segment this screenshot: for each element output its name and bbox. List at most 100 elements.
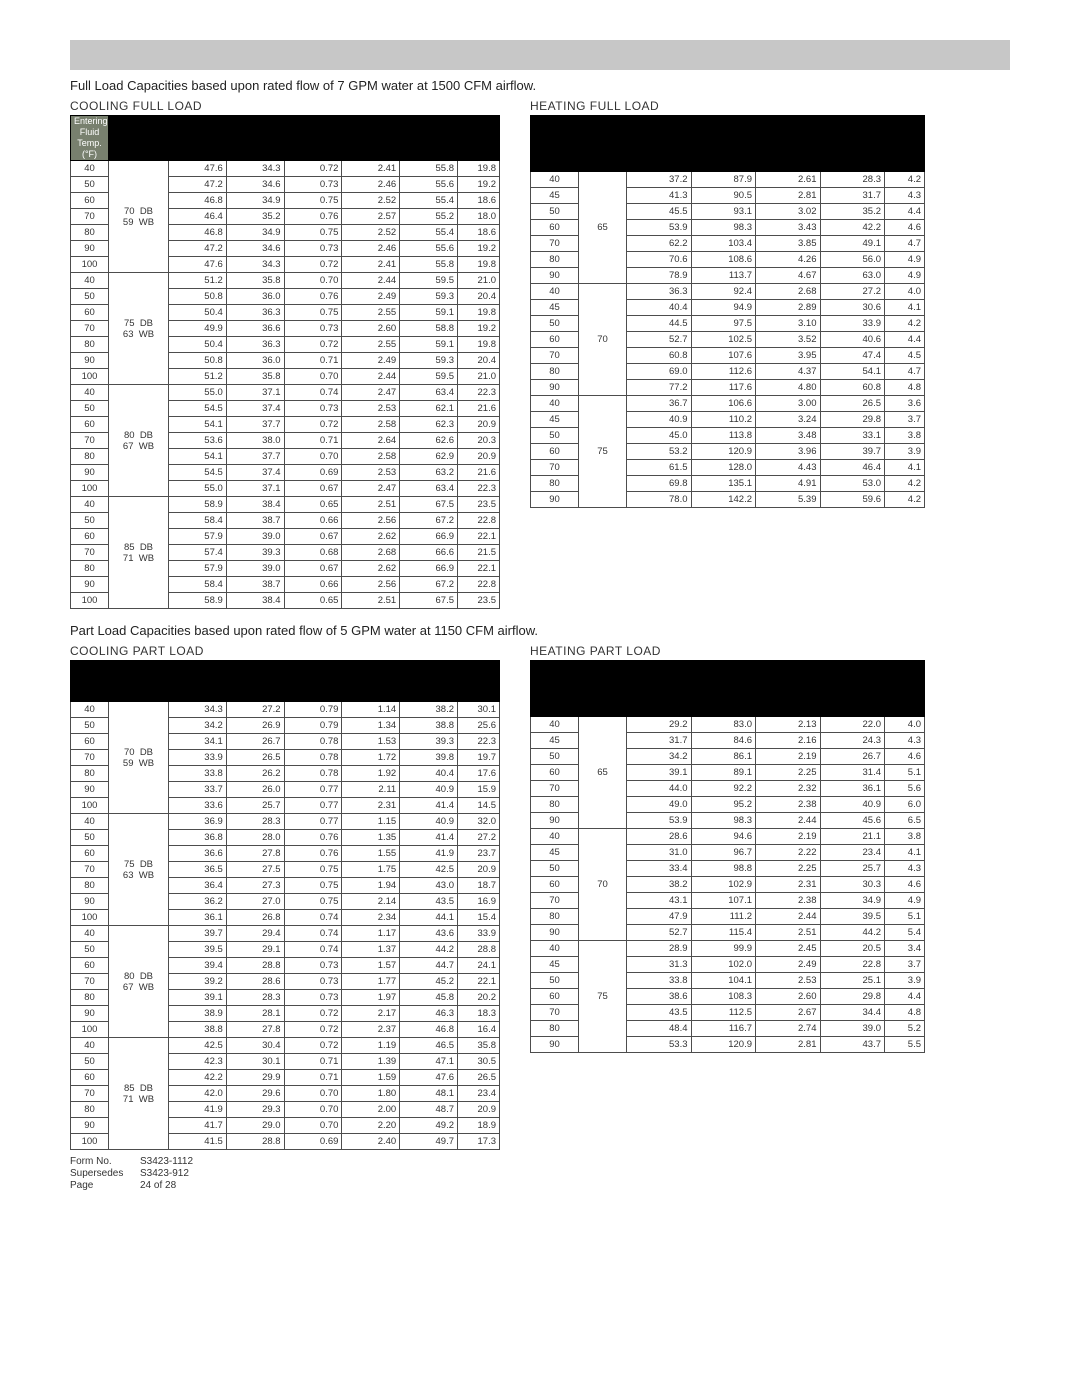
part-load-section: COOLING PART LOAD 4070 DB 59 WB34.327.20… — [70, 642, 1010, 1150]
cell: 0.70 — [284, 273, 342, 289]
cell: 55.2 — [400, 209, 458, 225]
fluid-temp: 45 — [531, 845, 579, 861]
cell: 0.73 — [284, 958, 342, 974]
cell: 63.4 — [400, 385, 458, 401]
cell: 37.7 — [226, 417, 284, 433]
cell: 18.6 — [458, 193, 500, 209]
cell: 2.32 — [756, 781, 821, 797]
cell: 2.40 — [342, 1134, 400, 1150]
cell: 2.68 — [342, 545, 400, 561]
table-row: 407536.7106.63.0026.53.6 — [531, 396, 925, 412]
cell: 37.4 — [226, 465, 284, 481]
cell: 34.2 — [169, 718, 227, 734]
cell: 3.00 — [756, 396, 821, 412]
air-temp-cell: 75 DB 63 WB — [109, 814, 169, 926]
cell: 60.8 — [627, 348, 692, 364]
fluid-temp: 80 — [531, 909, 579, 925]
cell: 4.7 — [885, 236, 925, 252]
cell: 53.9 — [627, 813, 692, 829]
cell: 0.78 — [284, 734, 342, 750]
cell: 92.2 — [691, 781, 756, 797]
cell: 50.8 — [169, 289, 227, 305]
fluid-temp: 80 — [71, 990, 109, 1006]
cell: 59.1 — [400, 305, 458, 321]
super-val: S3423-912 — [140, 1168, 1010, 1179]
cell: 112.5 — [691, 1005, 756, 1021]
fluid-temp: 60 — [71, 305, 109, 321]
cell: 25.6 — [458, 718, 500, 734]
cell: 46.8 — [169, 193, 227, 209]
cell: 120.9 — [691, 444, 756, 460]
table-row: 4080 DB 67 WB39.729.40.741.1743.633.9 — [71, 926, 500, 942]
cell: 2.20 — [342, 1118, 400, 1134]
cell: 36.8 — [169, 830, 227, 846]
cell: 25.7 — [820, 861, 885, 877]
cell: 36.5 — [169, 862, 227, 878]
cell: 38.2 — [400, 702, 458, 718]
cell: 2.51 — [756, 925, 821, 941]
cell: 36.0 — [226, 289, 284, 305]
cell: 4.5 — [885, 348, 925, 364]
table-row: 406537.287.92.6128.34.2 — [531, 172, 925, 188]
fluid-temp: 90 — [71, 465, 109, 481]
cell: 27.0 — [226, 894, 284, 910]
cell: 39.7 — [169, 926, 227, 942]
cell: 98.3 — [691, 220, 756, 236]
cell: 2.38 — [756, 797, 821, 813]
cell: 4.6 — [885, 877, 925, 893]
cell: 50.4 — [169, 337, 227, 353]
cell: 19.2 — [458, 321, 500, 337]
table-row: 4070 DB 59 WB34.327.20.791.1438.230.1 — [71, 702, 500, 718]
fluid-temp: 80 — [71, 337, 109, 353]
cell: 3.48 — [756, 428, 821, 444]
cell: 20.9 — [458, 862, 500, 878]
cell: 18.3 — [458, 1006, 500, 1022]
cell: 1.37 — [342, 942, 400, 958]
cell: 28.6 — [627, 829, 692, 845]
fluid-temp: 60 — [71, 1070, 109, 1086]
cell: 49.2 — [400, 1118, 458, 1134]
cell: 67.2 — [400, 513, 458, 529]
cell: 55.4 — [400, 225, 458, 241]
cell: 59.5 — [400, 273, 458, 289]
cell: 0.72 — [284, 1038, 342, 1054]
cell: 39.0 — [226, 529, 284, 545]
cell: 2.81 — [756, 188, 821, 204]
cell: 1.80 — [342, 1086, 400, 1102]
cell: 0.75 — [284, 225, 342, 241]
fluid-temp: 70 — [531, 781, 579, 797]
cell: 28.3 — [226, 990, 284, 1006]
cell: 128.0 — [691, 460, 756, 476]
cell: 99.9 — [691, 941, 756, 957]
cell: 55.8 — [400, 161, 458, 177]
heating-part-label: HEATING PART LOAD — [530, 644, 925, 658]
cell: 55.6 — [400, 177, 458, 193]
cell: 98.8 — [691, 861, 756, 877]
cell: 20.4 — [458, 289, 500, 305]
form-label: Form No. — [70, 1156, 140, 1167]
cell: 39.7 — [820, 444, 885, 460]
cell: 38.2 — [627, 877, 692, 893]
fluid-temp: 60 — [71, 529, 109, 545]
cell: 49.7 — [400, 1134, 458, 1150]
cell: 4.2 — [885, 476, 925, 492]
fluid-temp: 50 — [71, 830, 109, 846]
air-temp-cell: 75 — [579, 396, 627, 508]
cell: 0.77 — [284, 798, 342, 814]
cell: 30.1 — [226, 1054, 284, 1070]
cell: 53.0 — [820, 476, 885, 492]
air-temp-cell: 75 — [579, 941, 627, 1053]
cell: 110.2 — [691, 412, 756, 428]
cell: 29.8 — [820, 412, 885, 428]
cell: 19.8 — [458, 305, 500, 321]
fluid-temp: 100 — [71, 369, 109, 385]
cell: 26.5 — [820, 396, 885, 412]
cell: 40.6 — [820, 332, 885, 348]
fluid-temp: 50 — [531, 749, 579, 765]
cooling-full-label: COOLING FULL LOAD — [70, 99, 500, 113]
fluid-temp: 100 — [71, 257, 109, 273]
cell: 2.14 — [342, 894, 400, 910]
cell: 0.70 — [284, 1102, 342, 1118]
cell: 26.5 — [458, 1070, 500, 1086]
cell: 97.5 — [691, 316, 756, 332]
